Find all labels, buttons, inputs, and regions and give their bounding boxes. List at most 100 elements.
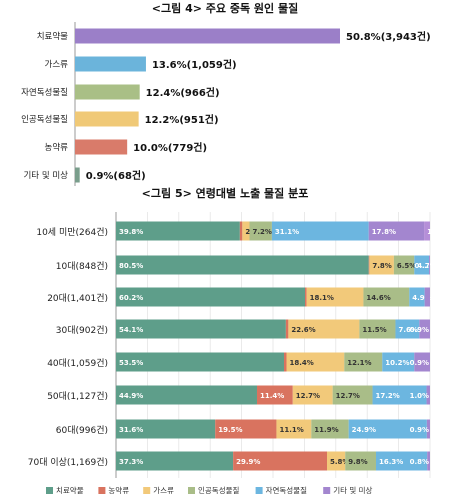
chart2-category-label: 20대(1,401건) [47,293,108,304]
chart2-segment [344,352,383,372]
chart2-data-label: 5.8% [330,458,349,466]
chart2-segment [426,419,430,439]
chart2-data-label: 19.5% [218,426,242,434]
chart2-category-label: 50대(1,127건) [47,391,108,402]
chart2-segment [414,255,430,275]
chart2-segment [116,385,257,405]
chart1-bar [75,139,128,155]
chart2-segment [348,419,427,439]
chart1-bar [75,28,340,44]
chart2-legend-label: 농약류 [108,485,129,495]
chart2-legend-swatch [255,487,263,494]
chart2-segment [285,319,289,339]
chart2-data-label: 18.4% [290,359,314,367]
chart2-right-label: 0.9% [410,359,429,367]
chart2-data-label: 22.6% [291,326,315,334]
chart2-data-label: 12.7% [336,392,360,400]
chart2-segment [116,352,284,372]
chart1-data-label: 12.4%(966건) [146,86,220,99]
chart2-category-label: 70대 이상(1,169건) [28,457,108,468]
chart2-category-label: 10대(848건) [56,261,108,272]
chart2-segment [327,451,346,471]
chart2-segment [242,221,250,241]
chart2-data-label: 54.1% [119,326,143,334]
chart1-data-label: 12.2%(951건) [145,113,219,126]
chart2-data-label: 11.1% [279,426,303,434]
chart1-data-label: 0.9%(68건) [86,169,146,182]
chart2-segment [288,319,360,339]
chart2-segment [382,352,415,372]
chart2-data-label: 7.6% [398,326,417,334]
chart2-segment [368,255,370,275]
chart2-data-label: 37.3% [119,458,143,466]
chart2-data-label: 10.2% [385,359,409,367]
chart2-segment [426,385,430,405]
chart2-data-label: 39.8% [119,228,143,236]
chart1-category-label: 자연독성물질 [21,87,68,98]
chart1-category-label: 인공독성물질 [21,114,68,125]
chart2-right-label: 0.9% [410,326,429,334]
chart2-data-label: 14.6% [366,294,390,302]
chart2-segment [429,255,430,275]
chart2-title: <그림 5> 연령대별 노출 물질 분포 [142,186,309,200]
chart2-data-label: 31.1% [275,228,299,236]
chart2-category-label: 60대(996건) [56,425,108,436]
chart1-data-label: 10.0%(779건) [133,141,207,154]
chart2-segment [363,287,410,307]
chart2-data-label: 17.8% [372,228,396,236]
chart2-category-label: 10세 미만(264건) [36,227,108,238]
chart2-legend-label: 가스류 [153,486,174,495]
chart1-category-label: 기타 및 미상 [23,170,68,181]
chart2-segment [116,221,240,241]
chart1-bar [75,56,146,72]
chart2-segment [369,255,394,275]
chart2-data-label: 80.5% [119,262,143,270]
chart2-right-label: 0.9% [410,426,429,434]
chart2-data-label: 11.4% [260,392,284,400]
chart2-data-label: 24.9% [352,426,376,434]
chart2-data-label: 60.2% [119,294,143,302]
chart2-data-label: 7.2% [253,228,272,236]
chart2-data-label: 11.5% [362,326,386,334]
chart2-segment [419,319,430,339]
chart2-data-label: 4.9% [412,294,431,302]
chart1-data-label: 50.8%(3,943건) [346,30,431,43]
chart2-segment [424,287,430,307]
chart2-data-label: 6.5% [397,262,416,270]
chart2-legend-swatch [323,487,331,494]
chart2-segment [311,419,349,439]
chart2-segment [286,352,345,372]
chart2-segment [305,287,307,307]
chart2-data-label: 53.5% [119,359,143,367]
chart2-segment [345,451,376,471]
chart2-legend-swatch [46,487,53,494]
chart1-category-label: 농약류 [45,142,69,153]
chart2-legend-swatch [188,487,195,494]
chart2-data-label: 29.9% [236,458,260,466]
chart2-legend-label: 자연독성물질 [266,486,307,495]
chart2-right-label: 1.0% [410,392,429,400]
chart2-segment [116,419,216,439]
chart2-segment [393,255,415,275]
chart2-legend-swatch [98,487,106,494]
chart1-data-label: 13.6%(1,059건) [152,58,237,71]
chart2-right-label: 0.8% [410,458,429,466]
chart2-segment [395,319,420,339]
chart2-segment [215,419,277,439]
chart1-bar [75,111,139,127]
chart1-bar [75,84,140,100]
chart2-segment [372,385,427,405]
chart2-legend-swatch [143,487,151,494]
chart2-segment [271,221,369,241]
chart2-segment [368,221,425,241]
chart2-segment [409,287,425,307]
chart2-data-label: 1.9% [427,228,446,236]
chart2-segment [116,451,234,471]
chart2-legend-label: 치료약물 [56,485,84,495]
chart2-segment [427,451,430,471]
chart2-segment [332,385,373,405]
chart2-segment [116,255,369,275]
chart2-legend-label: 기타 및 미상 [333,485,372,495]
chart2-segment [359,319,396,339]
